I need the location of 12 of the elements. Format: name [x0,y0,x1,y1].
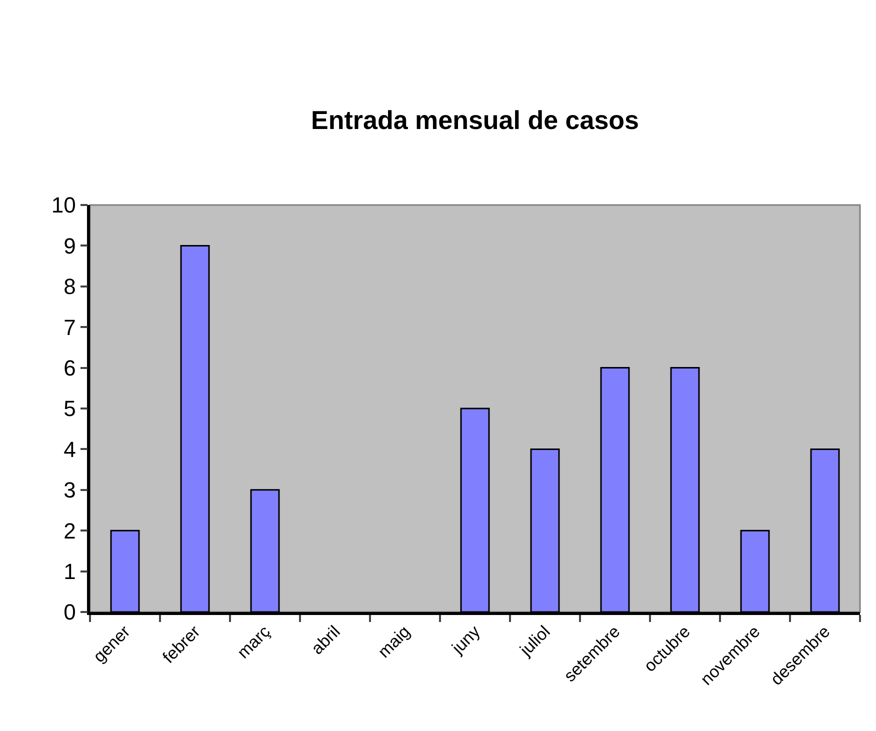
y-tick-label: 7 [64,314,76,340]
y-tick-label: 0 [64,600,76,625]
y-tick-label: 5 [64,396,76,422]
y-tick-label: 4 [64,436,76,462]
y-tick-label: 9 [64,233,76,258]
y-tick-label: 1 [64,559,76,584]
y-tick-label: 6 [64,356,76,380]
y-tick-label: 8 [64,274,76,300]
y-tick-label: 10 [51,192,76,218]
y-tick-label: 3 [64,478,76,503]
chart-title: Entrada mensual de casos [310,105,640,136]
y-tick-label: 2 [64,518,76,544]
